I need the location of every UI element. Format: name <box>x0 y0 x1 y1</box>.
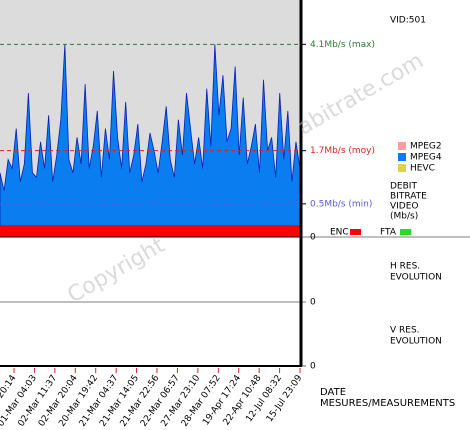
panel-title: EVOLUTION <box>390 337 442 347</box>
y-axis-title: VIDEO <box>390 202 419 212</box>
reference-label: 4.1Mb/s (max) <box>310 40 375 50</box>
reference-label: 0.5Mb/s (min) <box>310 199 372 209</box>
y-tick-label: 0 <box>310 233 316 243</box>
legend-label: HEVC <box>410 164 435 174</box>
watermark: abitrate.com <box>294 48 428 140</box>
panel-title: H RES. <box>390 262 420 272</box>
strip-item-swatch <box>350 229 361 235</box>
strip-item-label: FTA <box>380 228 397 238</box>
y-axis-title: DEBIT <box>390 182 417 192</box>
channel-label: VID:501 <box>390 16 426 26</box>
enc-strip <box>0 226 300 237</box>
legend-swatch <box>398 142 406 150</box>
legend-swatch <box>398 153 406 161</box>
legend-label: MPEG4 <box>410 153 442 163</box>
y-axis-title: BITRATE <box>390 192 427 202</box>
x-axis-title: MESURES/MEASUREMENTS <box>320 398 455 409</box>
x-axis-title: DATE <box>320 387 346 398</box>
legend-label: MPEG2 <box>410 142 442 152</box>
y-tick-label: 0 <box>310 298 316 308</box>
y-tick-label: 0 <box>310 362 316 372</box>
y-axis-title: (Mb/s) <box>390 212 418 222</box>
reference-label: 1.7Mb/s (moy) <box>310 146 375 156</box>
panel-title: EVOLUTION <box>390 273 442 283</box>
watermark: Copyright <box>64 233 170 309</box>
strip-item-label: ENC <box>330 228 349 238</box>
bitrate-area <box>0 44 301 227</box>
legend-swatch <box>398 164 406 172</box>
panel-title: V RES. <box>390 326 420 336</box>
strip-item-swatch <box>400 229 411 235</box>
